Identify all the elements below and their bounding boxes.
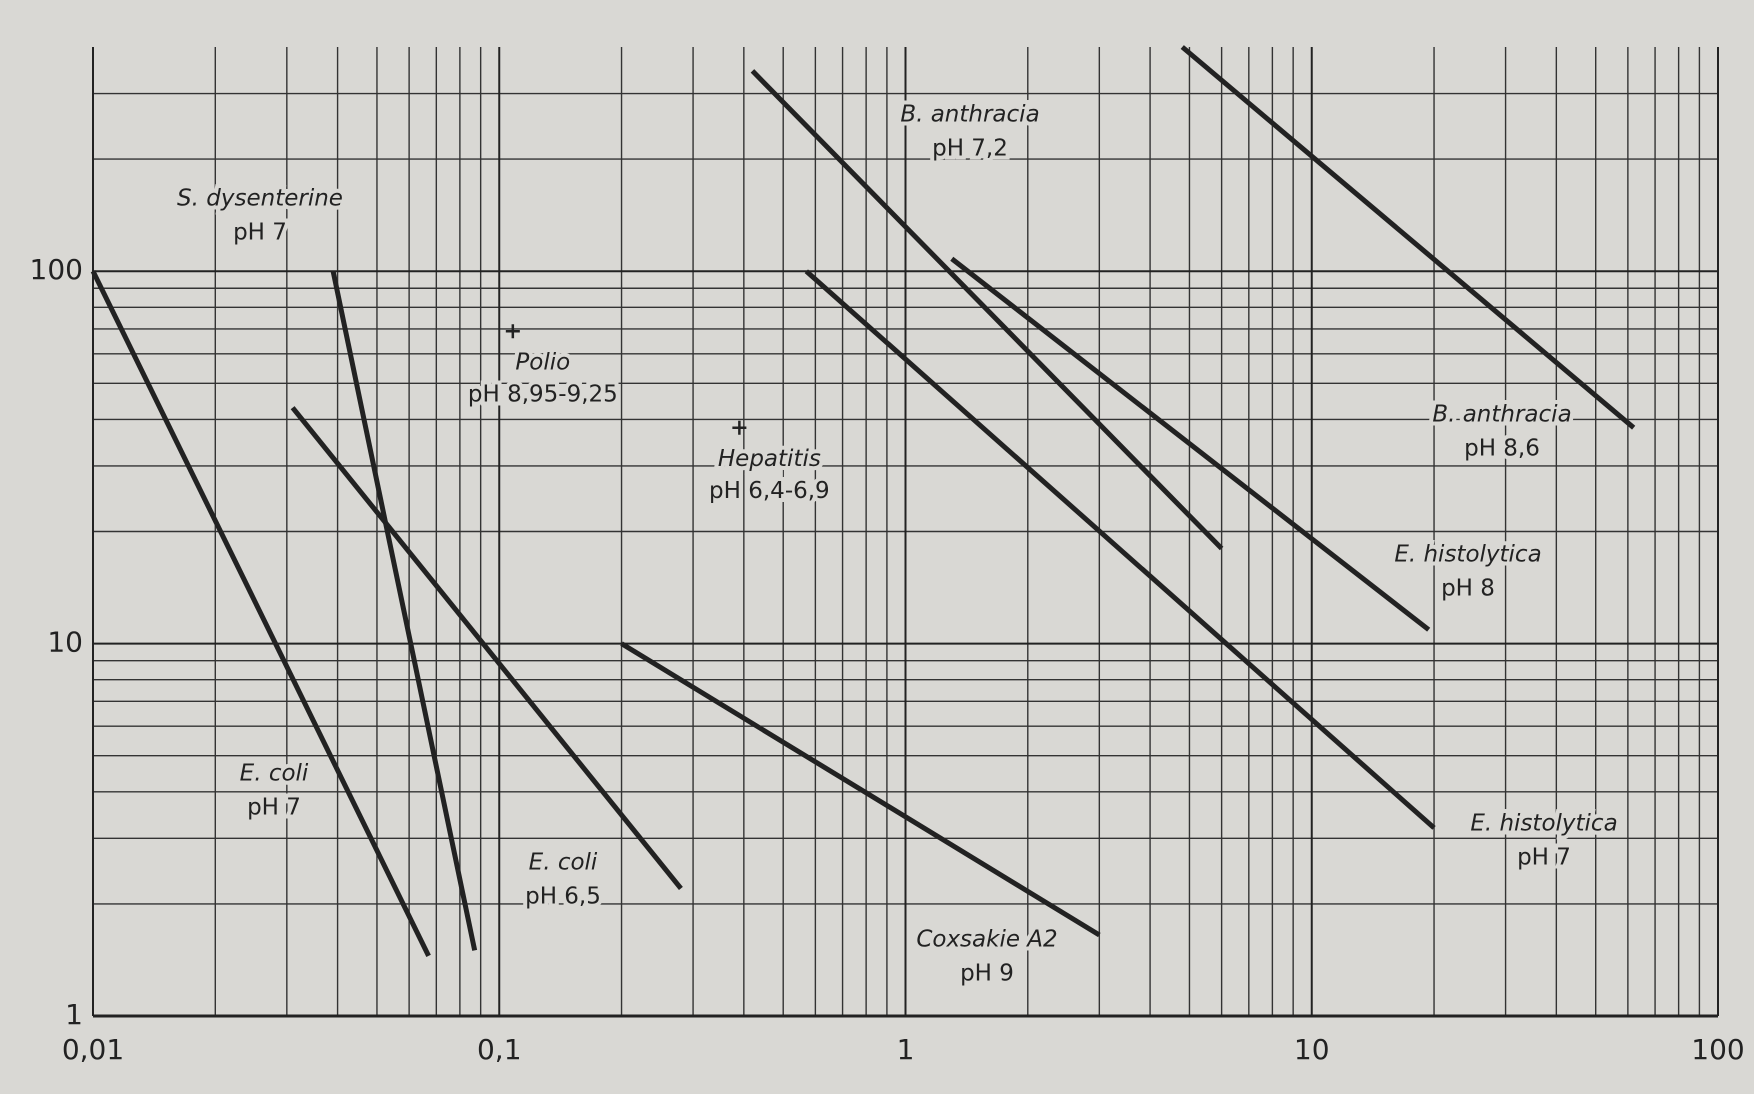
- series-line: [750, 69, 1224, 551]
- series-condition: pH 6,5: [525, 884, 601, 910]
- x-tick-label: 0,1: [477, 1033, 522, 1066]
- series-label: B. anthracia: [1432, 402, 1571, 428]
- series-label: B. anthracia: [900, 102, 1039, 128]
- series-condition: pH 8: [1441, 576, 1495, 602]
- point-condition: pH 6,4-6,9: [709, 478, 830, 504]
- series-line: [620, 641, 1101, 938]
- series-label: Coxsakie A2: [916, 927, 1057, 953]
- series-label: E. coli: [240, 761, 309, 787]
- series-line: [290, 406, 683, 891]
- point-marker: [732, 420, 747, 435]
- series-condition: pH 7,2: [932, 136, 1008, 162]
- y-tick-label: 10: [47, 626, 83, 659]
- series-label: E. coli: [529, 850, 598, 876]
- series-label: E. histolytica: [1470, 811, 1617, 837]
- point-label: Hepatitis: [718, 446, 821, 472]
- series-line: [804, 269, 1436, 830]
- series-condition: pH 7: [247, 795, 301, 821]
- series-line: [330, 270, 478, 951]
- series-line: [1180, 45, 1636, 430]
- series-condition: pH 7: [1517, 845, 1571, 871]
- series-label: S. dysenterine: [177, 186, 343, 212]
- x-tick-label: 10: [1294, 1033, 1330, 1066]
- series-condition: pH 9: [960, 961, 1014, 987]
- y-tick-label: 1: [65, 998, 83, 1031]
- x-tick-label: 100: [1691, 1033, 1744, 1066]
- series-label: E. histolytica: [1394, 542, 1541, 568]
- point-condition: pH 8,95-9,25: [468, 382, 618, 408]
- series-line: [950, 256, 1431, 632]
- x-tick-label: 0,01: [62, 1033, 124, 1066]
- point-label: Polio: [515, 350, 570, 376]
- x-tick-label: 1: [897, 1033, 915, 1066]
- series-condition: pH 8,6: [1464, 436, 1540, 462]
- y-tick-label: 100: [30, 253, 83, 286]
- point-marker: [505, 324, 520, 339]
- series-condition: pH 7: [233, 220, 287, 246]
- series-line: [90, 270, 431, 958]
